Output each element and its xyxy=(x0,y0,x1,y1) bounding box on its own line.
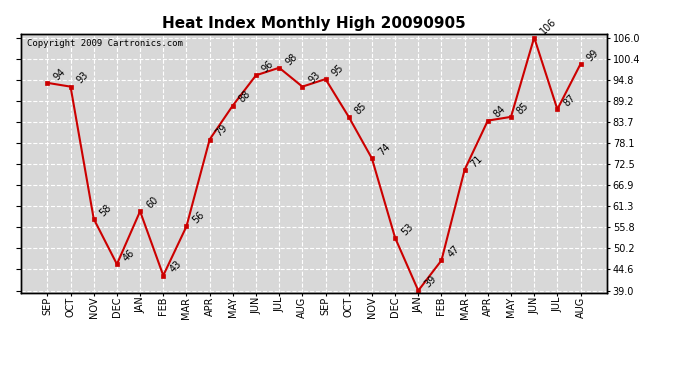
Text: 84: 84 xyxy=(492,104,508,120)
Text: 74: 74 xyxy=(376,142,392,158)
Text: 106: 106 xyxy=(538,16,558,37)
Text: Copyright 2009 Cartronics.com: Copyright 2009 Cartronics.com xyxy=(26,39,182,48)
Text: 96: 96 xyxy=(260,59,276,75)
Text: 79: 79 xyxy=(214,123,230,139)
Text: 85: 85 xyxy=(353,100,368,116)
Text: 58: 58 xyxy=(98,202,114,218)
Title: Heat Index Monthly High 20090905: Heat Index Monthly High 20090905 xyxy=(162,16,466,31)
Text: 85: 85 xyxy=(515,100,531,116)
Text: 99: 99 xyxy=(584,48,600,63)
Text: 87: 87 xyxy=(562,93,578,108)
Text: 93: 93 xyxy=(306,70,322,86)
Text: 88: 88 xyxy=(237,89,253,105)
Text: 93: 93 xyxy=(75,70,90,86)
Text: 94: 94 xyxy=(52,66,67,82)
Text: 71: 71 xyxy=(469,153,484,169)
Text: 43: 43 xyxy=(168,259,183,275)
Text: 53: 53 xyxy=(400,221,415,237)
Text: 39: 39 xyxy=(422,274,438,290)
Text: 56: 56 xyxy=(190,210,206,226)
Text: 95: 95 xyxy=(330,63,346,78)
Text: 47: 47 xyxy=(446,244,462,260)
Text: 60: 60 xyxy=(144,195,160,210)
Text: 98: 98 xyxy=(284,51,299,67)
Text: 46: 46 xyxy=(121,248,137,263)
